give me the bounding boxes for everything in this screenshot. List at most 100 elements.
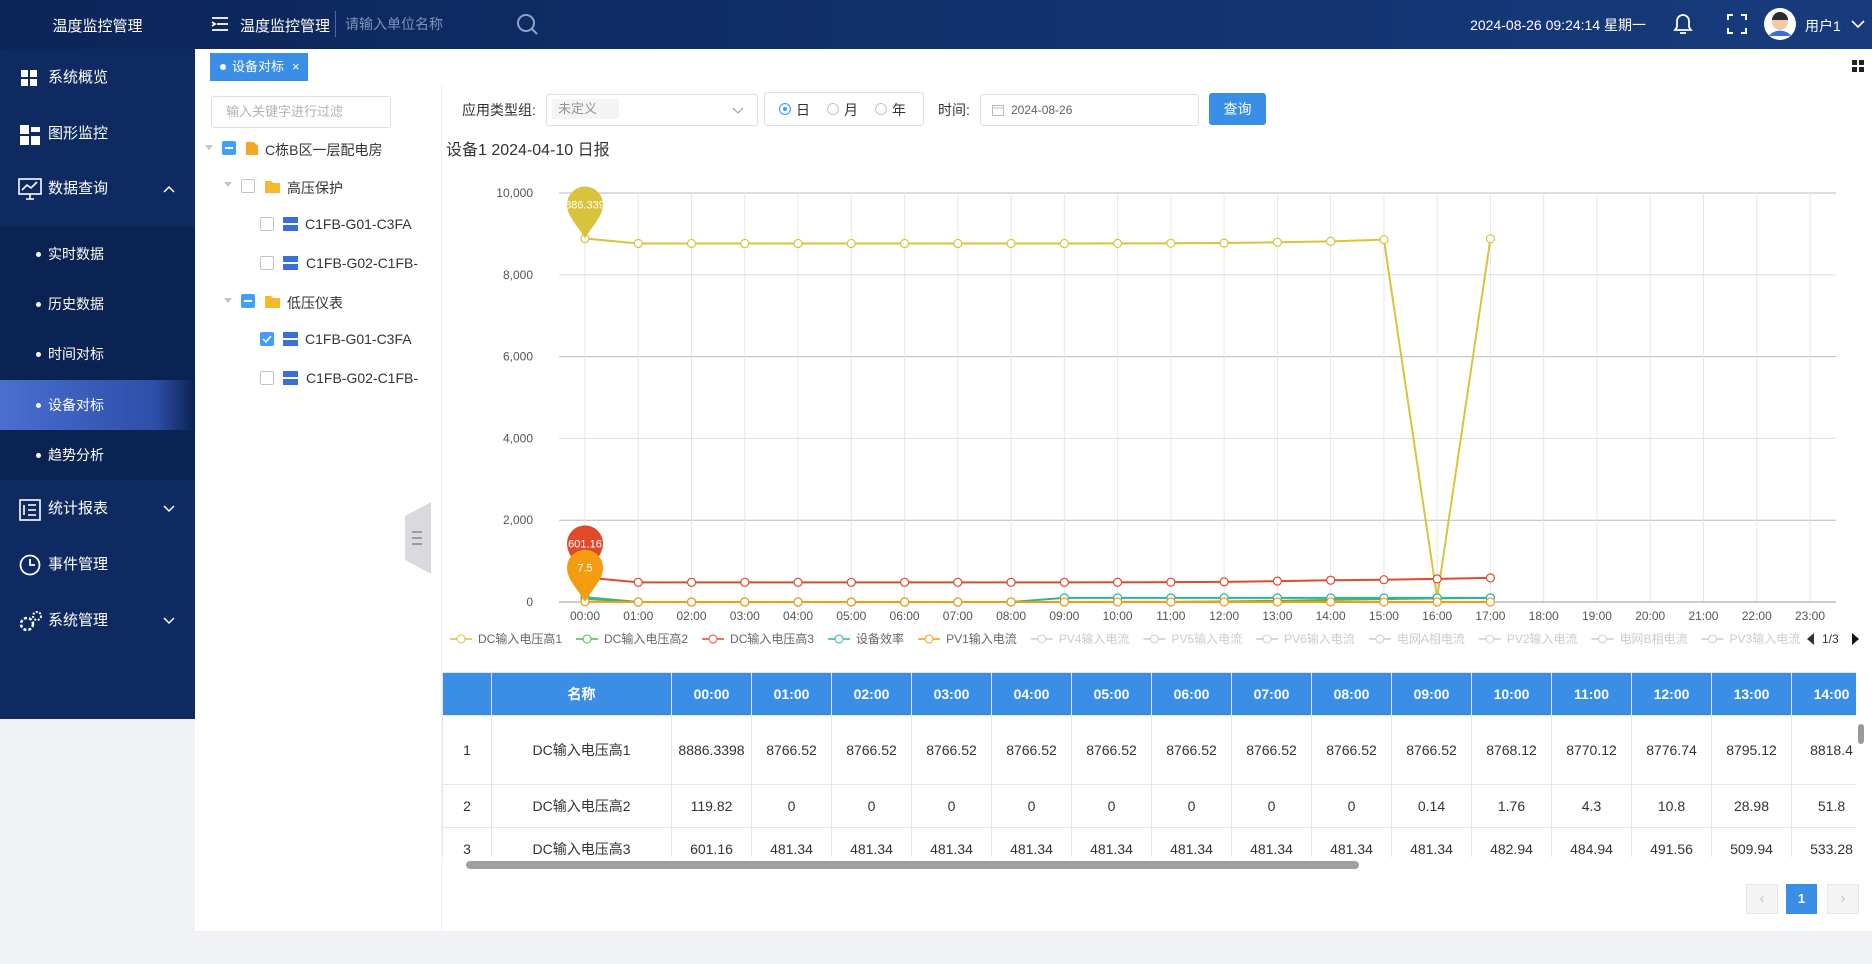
- type-select[interactable]: 未定义: [546, 94, 758, 126]
- menu-label: 实时数据: [48, 246, 104, 262]
- data-point: [846, 597, 856, 607]
- mark-label: 8886.3398: [559, 200, 611, 212]
- data-point: [1326, 236, 1336, 246]
- menu-label: 时间对标: [48, 346, 104, 362]
- data-point: [899, 238, 910, 249]
- prev-page[interactable]: ‹: [1746, 884, 1778, 914]
- legend-label: DC输入电压高3: [730, 631, 814, 646]
- tab-bar: 设备对标 ×: [195, 49, 1872, 85]
- x-tick-label: 18:00: [1529, 609, 1559, 623]
- next-page[interactable]: ›: [1827, 884, 1859, 914]
- menu-item[interactable]: 统计报表: [0, 484, 195, 534]
- submenu-item[interactable]: 历史数据: [0, 279, 195, 329]
- bell-icon[interactable]: [1670, 11, 1696, 37]
- header-row: 名称 00:00 01:00 02:00 03:00 04:00 05:00 06:00 07:…: [442, 672, 1856, 716]
- menu-icon[interactable]: [210, 14, 230, 34]
- tree-node[interactable]: C1FB-G01-C3FA: [305, 331, 412, 347]
- user-chevron[interactable]: [1851, 19, 1865, 29]
- menu-item[interactable]: 事件管理: [0, 540, 195, 590]
- collapse-handle[interactable]: [405, 502, 431, 574]
- tree-node[interactable]: C1FB-G01-C3FA: [305, 216, 412, 232]
- table-row: 1 DC输入电压高1 8886.3398 8766.52 8766.52 8766.52 8…: [442, 715, 1856, 785]
- radio-option[interactable]: 年: [892, 102, 906, 118]
- data-point: [1379, 235, 1389, 245]
- data-point: [953, 238, 963, 249]
- x-tick-label: 10:00: [1103, 609, 1133, 623]
- data-point: [1166, 577, 1176, 587]
- user-name[interactable]: 用户1: [1805, 18, 1841, 34]
- legend-label: DC输入电压高1: [478, 631, 562, 646]
- tab[interactable]: 设备对标 ×: [210, 53, 308, 81]
- h-scrollbar[interactable]: [452, 860, 1856, 870]
- avatar[interactable]: [1764, 8, 1796, 40]
- page-number[interactable]: 1: [1786, 884, 1817, 914]
- filter-input[interactable]: 输入关键字进行过滤: [211, 96, 391, 128]
- tree-node[interactable]: C栋B区一层配电房: [265, 142, 383, 158]
- cell: 491.56: [1631, 827, 1712, 857]
- cell: 8766.52: [1071, 715, 1152, 785]
- cell: 0: [831, 784, 912, 828]
- x-tick-label: 12:00: [1209, 609, 1239, 623]
- submenu-item[interactable]: 趋势分析: [0, 430, 195, 480]
- submenu-item[interactable]: 时间对标: [0, 329, 195, 379]
- x-tick-label: 05:00: [836, 609, 866, 623]
- menu-item[interactable]: 系统概览: [0, 53, 195, 103]
- cell: 481.34: [1391, 827, 1472, 857]
- x-tick-label: 07:00: [943, 609, 973, 623]
- menu-item[interactable]: 图形监控: [0, 109, 195, 159]
- data-point: [899, 577, 910, 587]
- date-input[interactable]: 2024-08-26: [980, 94, 1199, 126]
- legend-label: PV5输入电流: [1171, 631, 1242, 646]
- cell: 1.76: [1471, 784, 1552, 828]
- data-point: [740, 577, 750, 587]
- cell: 0: [991, 784, 1072, 828]
- header-cell: 02:00: [831, 672, 912, 716]
- x-tick-label: 11:00: [1156, 609, 1185, 623]
- tree-node[interactable]: 低压仪表: [287, 295, 343, 311]
- submenu-item[interactable]: 实时数据: [0, 229, 195, 279]
- grid-icon[interactable]: [1852, 60, 1864, 72]
- radio-option[interactable]: 月: [844, 102, 858, 118]
- data-point: [1326, 575, 1336, 585]
- x-tick-label: 14:00: [1316, 609, 1346, 623]
- data-point: [1272, 237, 1282, 247]
- legend-icon: [924, 634, 934, 644]
- data-point: [1006, 597, 1016, 607]
- search-input[interactable]: 请输入单位名称: [345, 16, 443, 32]
- search-icon[interactable]: [515, 12, 539, 36]
- data-point: [793, 238, 803, 249]
- data-point: [686, 238, 697, 249]
- v-scrollbar[interactable]: [1856, 714, 1866, 857]
- x-tick-label: 06:00: [890, 609, 920, 623]
- data-point: [1166, 597, 1176, 607]
- menu-label: 数据查询: [48, 180, 109, 197]
- menu-item[interactable]: 系统管理: [0, 596, 195, 646]
- cell: 482.94: [1471, 827, 1552, 857]
- query-button[interactable]: 查询: [1209, 93, 1266, 125]
- cell: 601.16: [671, 827, 752, 857]
- header-cell: 名称: [491, 672, 672, 716]
- header-cell: 07:00: [1231, 672, 1312, 716]
- submenu-item-active[interactable]: 设备对标: [0, 380, 195, 430]
- x-tick-label: 22:00: [1742, 609, 1772, 623]
- y-tick-label: 0: [526, 595, 533, 609]
- data-point: [953, 577, 963, 587]
- legend-label: 设备效率: [856, 631, 904, 646]
- tree-node[interactable]: C1FB-G02-C1FB-: [306, 370, 419, 386]
- data-point: [1485, 573, 1496, 583]
- cell: 8766.52: [1391, 715, 1472, 785]
- cell: 509.94: [1711, 827, 1792, 857]
- row-name: DC输入电压高1: [491, 715, 672, 785]
- legend-icon: [1037, 634, 1047, 644]
- table-row: 2 DC输入电压高2 119.82 0 0 0 0 0 0 0 0 0.14 1.76 4.3 10.8 28…: [442, 784, 1856, 828]
- time-label: 时间:: [938, 102, 970, 118]
- data-point: [1113, 238, 1123, 248]
- y-tick-label: 8,000: [503, 268, 533, 282]
- radio-option[interactable]: 日: [796, 102, 810, 118]
- fullscreen-icon[interactable]: [1726, 13, 1748, 35]
- cell: 0: [751, 784, 832, 828]
- tree-node[interactable]: 高压保护: [287, 180, 343, 196]
- menu-label: 设备对标: [48, 397, 104, 413]
- menu-item[interactable]: 数据查询: [0, 164, 195, 214]
- tree-node[interactable]: C1FB-G02-C1FB-: [306, 255, 419, 271]
